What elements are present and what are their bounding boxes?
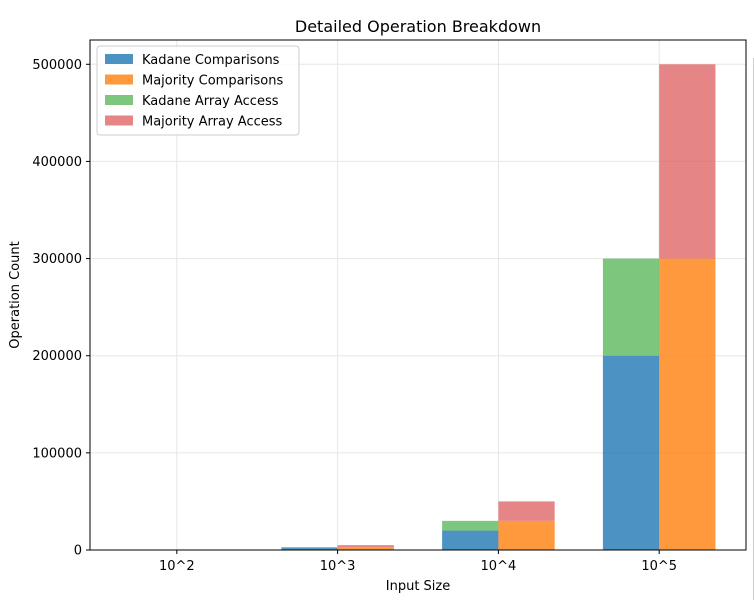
x-axis: 10^2 10^3 10^4 10^5 [159,550,677,574]
y-tick-label: 0 [74,544,82,559]
y-tick-label: 200000 [32,349,82,364]
legend-swatch [105,115,133,126]
bar-kadane-comparisons [281,548,338,550]
bar-majority-comparisons [498,520,555,550]
x-tick-label: 10^4 [481,559,517,574]
bar-kadane-comparisons [442,530,499,550]
legend-label: Majority Array Access [142,115,283,130]
x-axis-label: Input Size [386,579,450,594]
legend-swatch [105,74,133,85]
legend-label: Kadane Comparisons [142,53,280,68]
y-axis: 0 100000 200000 300000 400000 500000 [32,58,90,559]
bar-kadane-array-access [281,547,338,549]
bar-kadane-array-access [442,520,499,531]
bar-majority-array-access [337,545,394,548]
legend: Kadane Comparisons Majority Comparisons Ka… [96,45,300,136]
bar-majority-array-access [659,64,716,259]
y-tick-label: 300000 [32,252,82,267]
y-axis-label: Operation Count [8,241,23,348]
plot-area-frame [89,39,747,551]
legend-label: Majority Comparisons [142,74,283,89]
y-tick-label: 400000 [32,155,82,170]
x-tick-label: 10^2 [159,559,195,574]
bar-majority-array-access [498,501,555,521]
bar-kadane-comparisons [602,355,660,550]
legend-label: Kadane Array Access [142,94,279,109]
x-tick-label: 10^5 [641,559,677,574]
chart-title: Detailed Operation Breakdown [295,17,541,36]
y-tick-label: 100000 [32,446,82,461]
y-tick-label: 500000 [32,58,82,73]
legend-swatch [105,54,133,64]
bar-majority-comparisons [337,547,394,550]
bar-kadane-array-access [602,258,660,356]
x-tick-label: 10^3 [320,559,356,574]
legend-swatch [105,95,133,105]
bar-majority-comparisons [659,258,716,550]
bars [120,64,716,550]
legend-frame [96,45,300,136]
